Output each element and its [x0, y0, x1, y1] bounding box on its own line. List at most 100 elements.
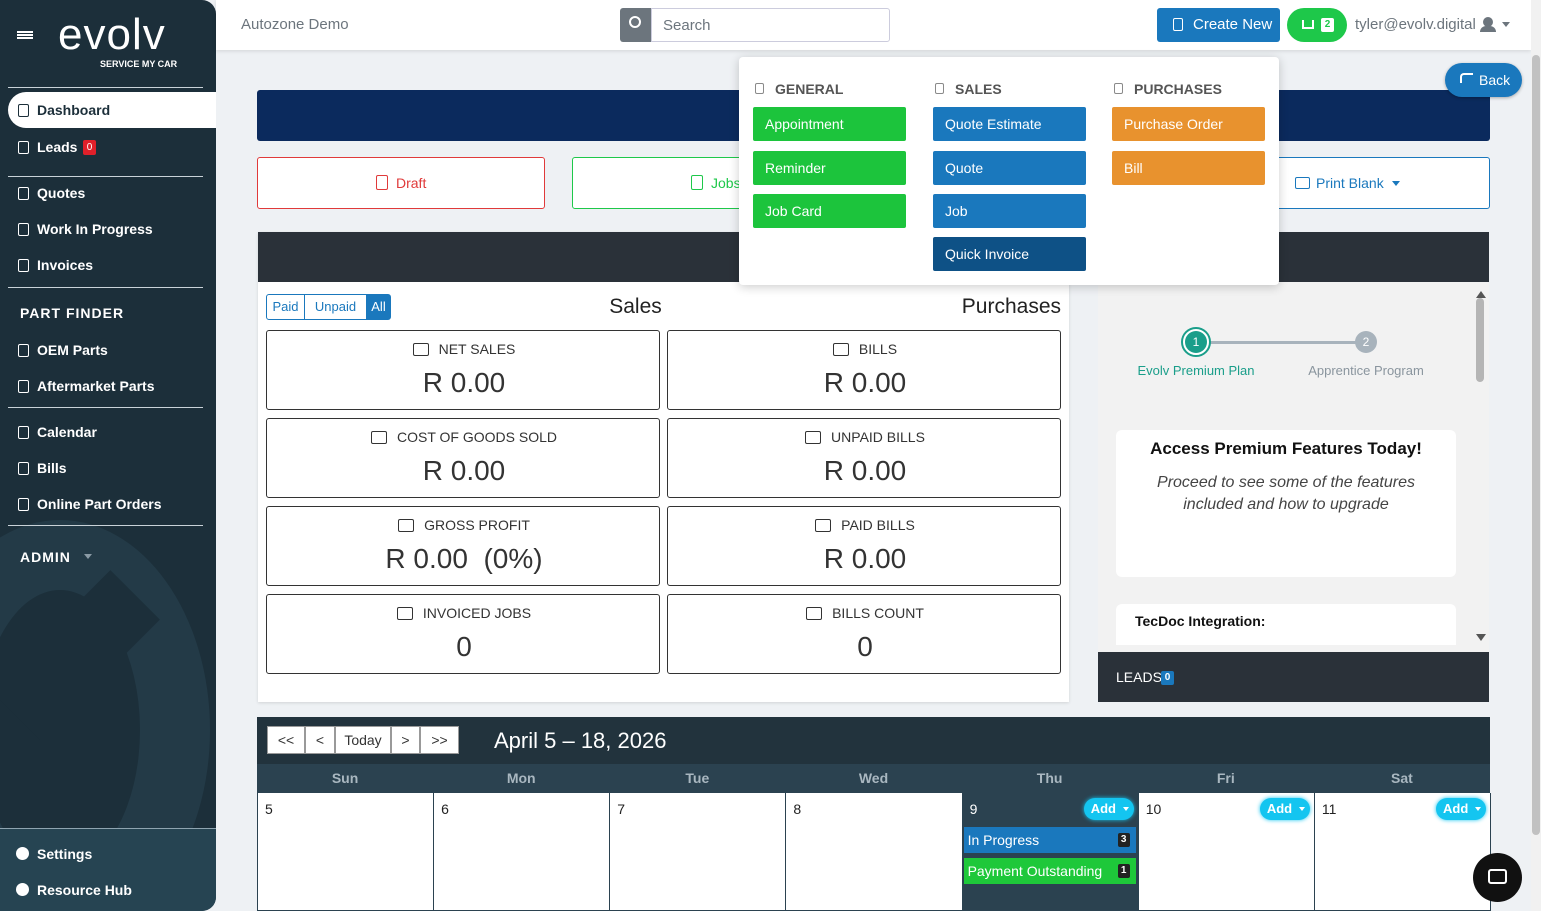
- nav-item[interactable]: Resource Hub: [0, 872, 216, 908]
- stat-value: R 0.00: [823, 367, 907, 398]
- tagline: SERVICE MY CAR: [100, 59, 178, 69]
- nav-item[interactable]: Work In Progress: [0, 211, 216, 247]
- leads-label: LEADS: [1116, 669, 1162, 685]
- nav-item[interactable]: Leads 0: [0, 129, 216, 165]
- divider: [8, 87, 203, 88]
- icon: [18, 344, 29, 357]
- nav-item[interactable]: Settings: [0, 836, 216, 872]
- dropdown-item[interactable]: Job Card: [753, 194, 906, 228]
- filter-button[interactable]: Paid: [266, 294, 305, 320]
- nav-item[interactable]: Online Part Orders: [0, 486, 216, 522]
- dropdown-item[interactable]: Job: [933, 194, 1086, 228]
- nav-item[interactable]: Invoices: [0, 247, 216, 283]
- badge: 1: [1117, 864, 1130, 878]
- stat-card: UNPAID BILLS R 0.00: [667, 418, 1061, 498]
- button-label: Job Card: [765, 203, 822, 219]
- calendar-nav-button[interactable]: <: [305, 726, 335, 754]
- add-button[interactable]: Add: [1259, 798, 1310, 820]
- cart-button[interactable]: 2: [1287, 8, 1347, 42]
- add-button[interactable]: Add: [1083, 798, 1134, 820]
- button-label: Draft: [396, 175, 427, 191]
- step-label[interactable]: Evolv Premium Plan: [1137, 363, 1255, 378]
- caret: [1298, 807, 1305, 814]
- calendar-nav-button[interactable]: <<: [267, 726, 305, 754]
- caret: [84, 554, 92, 563]
- nav-item[interactable]: Calendar: [0, 414, 216, 450]
- menu-icon[interactable]: [17, 31, 33, 33]
- day-cell: [433, 793, 611, 911]
- nav-item[interactable]: OEM Parts: [0, 332, 216, 368]
- event-label: Payment Outstanding: [967, 863, 1103, 879]
- section-title[interactable]: ADMIN: [20, 549, 71, 565]
- icon: [376, 175, 388, 190]
- button-label: Create New: [1193, 16, 1273, 33]
- stat-row: COST OF GOODS SOLD: [267, 427, 661, 447]
- icon: [371, 430, 387, 444]
- menu-icon[interactable]: [17, 34, 33, 37]
- dropdown-item[interactable]: Bill: [1112, 151, 1265, 185]
- column-title: PURCHASES: [1134, 81, 1222, 97]
- nav-item[interactable]: Bills: [0, 450, 216, 486]
- back-button[interactable]: Back: [1445, 63, 1522, 97]
- add-button[interactable]: Add: [1436, 798, 1486, 820]
- button-label: Appointment: [765, 116, 844, 132]
- calendar-nav-button[interactable]: >: [391, 726, 420, 754]
- dropdown-item[interactable]: Appointment: [753, 107, 906, 141]
- search-input[interactable]: Search: [651, 8, 890, 42]
- chat-button[interactable]: [1473, 853, 1522, 902]
- step-label[interactable]: Apprentice Program: [1308, 363, 1424, 378]
- stat-label: UNPAID BILLS: [831, 429, 925, 445]
- divider: [8, 287, 203, 288]
- stat-label: PAID BILLS: [841, 517, 915, 533]
- status-button[interactable]: Draft: [257, 157, 545, 209]
- nav-item[interactable]: Quotes: [0, 175, 216, 211]
- calendar-nav-button[interactable]: >>: [420, 726, 459, 754]
- icon: [396, 606, 413, 620]
- stats-panel: Paid Unpaid All Sales Purchases NET SALES R 0.…: [258, 232, 1069, 702]
- menu-icon[interactable]: [17, 37, 33, 40]
- filter-button[interactable]: Unpaid: [304, 294, 367, 320]
- dropdown-item[interactable]: Quick Invoice: [933, 237, 1086, 271]
- icon: [18, 380, 29, 393]
- dropdown-item[interactable]: Purchase Order: [1112, 107, 1265, 141]
- filter-button[interactable]: All: [366, 294, 391, 320]
- calendar-event[interactable]: Payment Outstanding 1: [963, 858, 1136, 884]
- date-number: 5: [265, 801, 273, 817]
- day-name: Thu: [1036, 770, 1063, 786]
- stat-label: COST OF GOODS SOLD: [397, 429, 557, 445]
- icon: [815, 518, 832, 532]
- user[interactable]: tyler@evolv.digital: [1355, 16, 1476, 33]
- icon: [398, 518, 415, 532]
- dropdown-item[interactable]: Quote: [933, 151, 1086, 185]
- icon: [629, 16, 641, 28]
- footer: [0, 828, 216, 911]
- calendar-range: April 5 – 18, 2026: [494, 728, 667, 753]
- create-new-button[interactable]: Create New: [1157, 8, 1280, 42]
- calendar: << < Today > >> April 5 – 18, 2026 Sun 5 Mon 6 Tue…: [257, 717, 1491, 911]
- dropdown-item[interactable]: Quote Estimate: [933, 107, 1086, 141]
- step-number: 2: [1355, 331, 1377, 353]
- nav-label: Online Part Orders: [37, 496, 162, 512]
- caret: [1475, 807, 1481, 814]
- day-name: Sat: [1391, 770, 1413, 786]
- icon: [412, 342, 429, 356]
- nav-item[interactable]: Dashboard: [8, 92, 216, 128]
- search-button[interactable]: [620, 8, 652, 42]
- calendar-event[interactable]: In Progress 3: [963, 827, 1136, 853]
- calendar-nav-button[interactable]: Today: [335, 726, 391, 754]
- nav-item[interactable]: Aftermarket Parts: [0, 368, 216, 404]
- stat-card: NET SALES R 0.00: [266, 330, 660, 410]
- company: Autozone Demo: [241, 16, 349, 33]
- icon: [805, 430, 822, 444]
- info-panel: 1 Evolv Premium Plan 2 Apprentice Program Ac…: [1098, 232, 1489, 702]
- dropdown-item[interactable]: Reminder: [753, 151, 906, 185]
- icon: [1488, 869, 1507, 884]
- feature-title: TecDoc Integration:: [1135, 613, 1266, 629]
- nav-label: Invoices: [37, 257, 94, 273]
- button-label: Add: [1443, 801, 1469, 816]
- step-line: [1196, 341, 1366, 344]
- icon: [1173, 18, 1183, 31]
- date-number: 8: [793, 801, 802, 817]
- promo-text: Proceed to see some of the features incl…: [1157, 474, 1415, 513]
